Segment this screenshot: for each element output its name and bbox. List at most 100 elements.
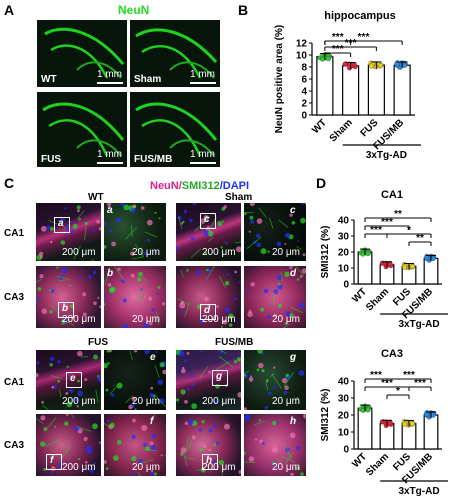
c-fus-ca1-zoom: e 20 μm xyxy=(104,350,166,410)
group-label: 3xTg-AD xyxy=(398,319,439,330)
micrograph-a-sham: Sham 1 mm xyxy=(130,20,220,87)
scale-bar xyxy=(190,82,216,84)
scale-label: 1 mm xyxy=(190,149,215,160)
sig-stars: *** xyxy=(370,370,382,381)
c-group-wt: WT xyxy=(88,192,104,203)
sig-stars: * xyxy=(396,386,400,397)
y-tick-label: 0 xyxy=(343,280,349,291)
scale-label: 200 μm xyxy=(202,314,236,325)
scale-label: 20 μm xyxy=(132,247,160,258)
data-point xyxy=(394,62,400,67)
cell-speckles xyxy=(244,350,305,410)
data-point xyxy=(402,421,408,427)
bar-wt xyxy=(316,56,334,116)
scale-bar xyxy=(97,82,123,84)
data-point xyxy=(402,264,408,270)
roi-box xyxy=(202,454,218,470)
sublabel-c: c xyxy=(204,214,210,225)
c-fusmb-ca1-overview: g 200 μm xyxy=(176,350,241,410)
scale-label: 200 μm xyxy=(202,396,236,407)
roi-box xyxy=(54,217,70,233)
micrograph-a-fusmb: FUS/MB 1 mm xyxy=(130,92,220,167)
panel-label-c: C xyxy=(4,175,15,191)
sig-stars: *** xyxy=(345,38,357,49)
c-fusmb-ca3-zoom: h 20 μm xyxy=(244,414,306,476)
y-tick-label: 4 xyxy=(301,87,307,98)
cell-speckles xyxy=(177,266,241,328)
panel-c-title: NeuN/SMI312/DAPI xyxy=(150,180,249,192)
scale-label: 200 μm xyxy=(62,462,96,473)
data-point xyxy=(387,261,393,267)
y-tick-label: 8 xyxy=(301,63,307,74)
chart-title: CA3 xyxy=(381,348,403,360)
sig-stars: ** xyxy=(394,209,402,220)
sublabel-a-zoom: a xyxy=(107,205,113,216)
data-point xyxy=(409,264,415,270)
hippocampus-drawing xyxy=(42,102,125,157)
sublabel-e-zoom: e xyxy=(150,352,156,363)
scale-label: 20 μm xyxy=(132,462,160,473)
sig-stars: *** xyxy=(381,378,393,389)
data-point xyxy=(320,56,326,62)
sublabel-g-zoom: g xyxy=(290,352,297,363)
neun-title: NeuN xyxy=(118,3,150,17)
scale-label: 200 μm xyxy=(62,314,96,325)
y-tick-label: 10 xyxy=(338,428,350,439)
bar-fus-mb xyxy=(423,414,439,450)
sig-stars: *** xyxy=(332,32,344,43)
c-group-fusmb: FUS/MB xyxy=(215,337,254,348)
c-fusmb-ca1-zoom: g 20 μm xyxy=(244,350,306,410)
data-point xyxy=(430,256,436,262)
data-point xyxy=(430,412,436,418)
sig-stars: *** xyxy=(370,225,382,236)
data-point xyxy=(409,421,415,427)
x-tick-label: FUS xyxy=(359,117,381,139)
sig-stars: ** xyxy=(416,233,424,244)
roi-box xyxy=(46,454,62,470)
scale-label: 1 mm xyxy=(97,149,122,160)
x-tick-label: Sham xyxy=(328,117,355,144)
sublabel-f: f xyxy=(50,455,54,466)
c-sham-ca1-overview: c 200 μm xyxy=(176,203,241,261)
sig-stars: * xyxy=(407,225,411,236)
y-tick-label: 0 xyxy=(301,111,307,122)
group-label: 3xTg-AD xyxy=(366,150,407,161)
y-tick-label: 20 xyxy=(338,248,350,259)
panel-label-a: A xyxy=(4,2,15,18)
scale-label: 200 μm xyxy=(202,462,236,473)
x-tick-label: Sham xyxy=(364,286,391,313)
cell-speckles xyxy=(180,418,241,476)
group-label: WT xyxy=(41,74,57,85)
sig-stars: *** xyxy=(332,44,344,55)
x-tick-label: WT xyxy=(310,117,329,136)
data-point xyxy=(325,56,331,62)
y-tick-label: 20 xyxy=(338,411,350,422)
roi-box xyxy=(200,213,216,229)
sublabel-c-zoom: c xyxy=(290,205,296,216)
cell-speckles xyxy=(244,203,306,257)
y-tick-label: 12 xyxy=(296,39,308,50)
scale-label: 20 μm xyxy=(272,247,300,258)
roi-box xyxy=(200,304,216,320)
data-point xyxy=(365,407,371,413)
y-tick-label: 40 xyxy=(338,216,350,227)
micrograph-a-fus: FUS 1 mm xyxy=(37,92,127,167)
cell-speckles xyxy=(36,205,101,261)
scale-label: 20 μm xyxy=(272,396,300,407)
sublabel-g: g xyxy=(216,371,223,382)
roi-box xyxy=(66,372,82,388)
title-dapi: /DAPI xyxy=(219,180,250,192)
hippocampus-drawing xyxy=(44,27,125,79)
sublabel-d-zoom: d xyxy=(290,268,297,279)
panel-label-d: D xyxy=(316,175,327,191)
sublabel-e: e xyxy=(70,373,76,384)
y-axis-label: SMI312 (%) xyxy=(320,226,331,279)
y-tick-label: 10 xyxy=(296,51,308,62)
c-sham-ca3-zoom: d 20 μm xyxy=(244,266,306,328)
cell-speckles xyxy=(104,414,166,476)
scale-bar xyxy=(97,162,123,164)
bar-fus xyxy=(367,64,385,116)
bar-fus-mb xyxy=(393,64,411,116)
c-sham-ca3-overview: d 200 μm xyxy=(176,266,241,328)
